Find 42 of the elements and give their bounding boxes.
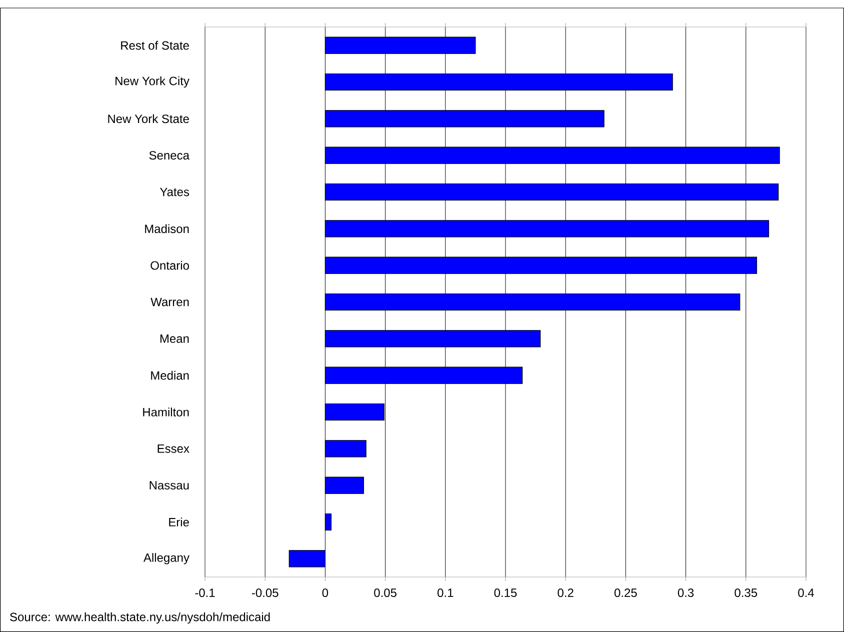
bar — [324, 403, 384, 421]
y-tick-label: Hamilton — [143, 408, 189, 416]
bar — [324, 36, 476, 54]
x-tick-label: 0 — [322, 588, 328, 598]
y-tick-label: Warren — [150, 298, 189, 306]
x-tick-label: -0.1 — [195, 588, 215, 598]
y-tick-label: Rest of State — [121, 40, 189, 50]
bar — [324, 366, 523, 384]
y-tick-label: Erie — [169, 518, 189, 526]
x-tick-label: 0.15 — [494, 588, 517, 598]
y-tick-label: Allegany — [143, 553, 190, 564]
y-tick-label: New York City — [116, 76, 190, 88]
y-tick-label: Madison — [145, 224, 189, 234]
y-tick-label: New York State — [108, 114, 189, 124]
bar — [324, 183, 779, 201]
y-tick-label: Yates — [160, 188, 190, 196]
source-note: Source: www.health.state.ny.us/nysdoh/medicaid — [10, 612, 270, 624]
bar — [324, 330, 541, 348]
bar — [324, 146, 780, 164]
bar — [324, 513, 332, 531]
x-tick-label: 0.35 — [734, 588, 758, 598]
x-tick-label: 0.25 — [614, 588, 637, 598]
y-tick-label: Mean — [160, 334, 189, 343]
bar — [324, 256, 758, 274]
bar — [324, 476, 364, 494]
bar — [324, 73, 673, 91]
bar — [324, 293, 740, 311]
bar — [324, 220, 770, 238]
x-tick-label: 0.1 — [438, 588, 454, 598]
x-tick-label: -0.05 — [252, 588, 278, 598]
x-tick-label: 0.2 — [558, 588, 574, 598]
y-tick-label: Nassau — [150, 481, 189, 490]
x-tick-label: 0.4 — [798, 588, 814, 598]
x-tick-label: 0.05 — [374, 588, 396, 598]
x-tick-label: 0.3 — [678, 588, 694, 598]
bar — [288, 550, 326, 568]
y-tick-label: Essex — [158, 444, 190, 453]
bar — [324, 110, 604, 128]
y-tick-label: Median — [151, 370, 189, 380]
y-tick-label: Ontario — [150, 260, 189, 270]
y-tick-label: Seneca — [149, 151, 190, 160]
bar — [324, 440, 366, 458]
